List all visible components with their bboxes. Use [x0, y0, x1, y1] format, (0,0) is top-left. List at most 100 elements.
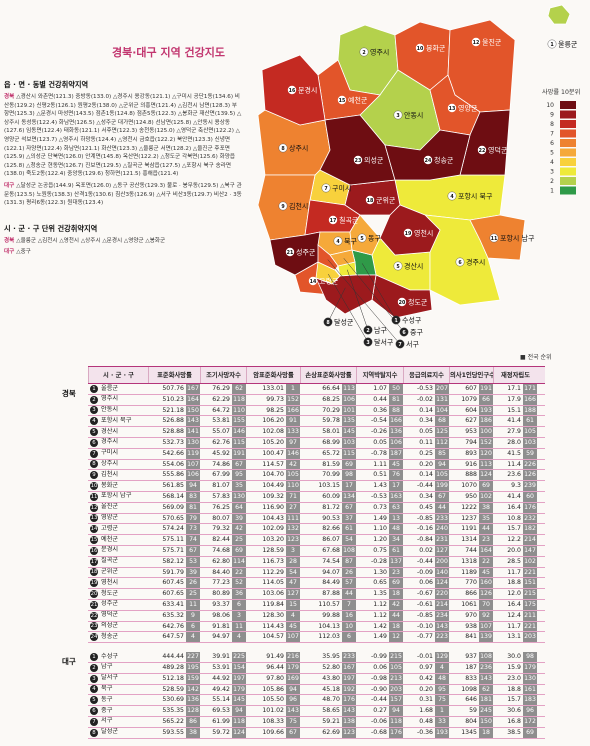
- rank-cell: 17: [389, 481, 403, 491]
- value-cell: 18.8: [507, 685, 521, 693]
- region-number: 1: [394, 318, 397, 324]
- region-name: 의성군: [364, 156, 384, 165]
- section-paragraph: 경북 △경산시 와촌면(121.3) 중방동(133.0) △경주시 용강동(12…: [4, 93, 242, 179]
- name-cell: 5 경산시: [88, 427, 148, 437]
- value-cell: 0.34: [419, 492, 433, 500]
- rank-cell: 200: [435, 556, 449, 567]
- rank-cell: 115: [342, 448, 356, 459]
- value-cell: 770: [465, 579, 477, 587]
- rank-cell: 4: [232, 632, 246, 643]
- value-cell: 1079: [461, 395, 477, 403]
- name-cell: 12 울진군: [88, 503, 148, 513]
- row-number: 24: [90, 633, 98, 642]
- value-cell: 76.29: [212, 385, 230, 392]
- value-cell: 97.80: [266, 674, 284, 682]
- value-cell: 1.10: [373, 525, 387, 533]
- rank-cell: 167: [342, 662, 356, 673]
- rank-cell: 64: [232, 502, 246, 513]
- value-cell: 937: [465, 653, 477, 661]
- rank-cell: 124: [435, 578, 449, 589]
- value-cell: -0.98: [370, 674, 387, 682]
- rank-cell: 22: [479, 556, 493, 567]
- region-number: 6: [402, 330, 406, 336]
- rank-cell: 245: [479, 706, 493, 716]
- region-number: 11: [491, 236, 498, 242]
- rank-cell: 71: [286, 491, 300, 502]
- value-cell: 74.86: [212, 460, 230, 468]
- rank-cell: 220: [435, 589, 449, 599]
- value-cell: 1.30: [373, 568, 387, 576]
- row-number: 5: [90, 428, 98, 437]
- rank-cell: 131: [435, 394, 449, 405]
- rank-cell: 139: [479, 632, 493, 643]
- value-cell: 569.09: [162, 503, 184, 511]
- value-cell: 15.1: [507, 406, 521, 414]
- leader-line: [327, 273, 369, 343]
- legend-label: 6: [550, 140, 554, 147]
- value-cell: 0.14: [419, 406, 433, 414]
- region-badge: [399, 327, 409, 337]
- row-number: 17: [90, 557, 98, 566]
- value-cell: -0.26: [370, 428, 387, 436]
- value-cell: 0.42: [419, 674, 433, 682]
- legend-title: 사망률 10분위: [542, 88, 580, 96]
- legend-swatch: [560, 101, 576, 109]
- name-cell: 4 북구: [88, 685, 148, 695]
- rank-cell: 6: [186, 621, 200, 632]
- rank-cell: 22: [232, 567, 246, 578]
- name-cell: 9 김천시: [88, 470, 148, 480]
- row-number: 19: [90, 579, 98, 588]
- rank-cell: 79: [186, 513, 200, 524]
- value-cell: 521.18: [162, 406, 184, 414]
- table-row: 4 북구 528.59 142 49.42 179 105.86 94 45.18 192 -0.9…: [88, 684, 545, 696]
- header-cell: 지역박탈지수: [356, 367, 403, 383]
- rank-cell: 128: [186, 706, 200, 716]
- value-cell: 105.86: [262, 685, 284, 693]
- value-cell: 82.66: [322, 525, 340, 533]
- region-tag: 대구: [4, 249, 15, 256]
- row-number: 2: [90, 663, 98, 672]
- region-number: 23: [355, 158, 362, 164]
- region-number: 14: [310, 279, 317, 285]
- value-cell: 18.8: [507, 579, 521, 587]
- header-cell: 표준화사망률: [148, 367, 200, 383]
- value-cell: 0.44: [373, 395, 387, 403]
- rank-cell: 179: [286, 662, 300, 673]
- name-cell: 6 경주시: [88, 438, 148, 448]
- region-name: 포항시 남구: [500, 234, 535, 243]
- value-cell: 568.14: [162, 492, 184, 500]
- row-number: 4: [90, 685, 98, 694]
- table-note: ■ 전국 순위: [520, 354, 552, 361]
- value-cell: 15.9: [507, 663, 521, 671]
- table-row: 11 포항시 남구 568.14 83 57.83 130 109.32 71 60.09 134…: [88, 491, 545, 503]
- value-cell: 893: [465, 449, 477, 457]
- rank-cell: 36: [232, 589, 246, 599]
- rank-cell: 105: [389, 662, 403, 673]
- value-cell: 94.97: [212, 633, 230, 641]
- region-name: 봉화군: [426, 45, 446, 53]
- value-cell: 0.05: [419, 428, 433, 436]
- region-badge: [323, 317, 333, 327]
- value-cell: 526.88: [162, 417, 184, 425]
- rank-cell: 135: [342, 416, 356, 427]
- legend-label: 9: [550, 112, 554, 119]
- header-cell: 의사1인당인구수: [449, 367, 493, 383]
- table-row: 7 서구 565.22 86 61.99 118 108.33 75 59.21 138 -0.06…: [88, 716, 545, 728]
- rank-cell: 118: [232, 394, 246, 405]
- table-row: 1 울릉군 507.76 167 76.29 62 133.01 1 66.64 113 1.07 5…: [88, 384, 545, 395]
- region-name: 예천군: [348, 96, 368, 105]
- value-cell: 45.92: [212, 449, 230, 457]
- value-cell: 507.76: [162, 385, 184, 392]
- rank-cell: 9: [186, 610, 200, 621]
- region-name: 경주시: [466, 258, 485, 267]
- rank-cell: 136: [186, 695, 200, 706]
- region-badge: [287, 85, 297, 95]
- region-badge: [447, 103, 457, 113]
- value-cell: 110.57: [318, 600, 340, 608]
- rank-cell: 108: [342, 545, 356, 556]
- value-cell: 1189: [461, 568, 477, 576]
- region-number: 19: [405, 231, 412, 237]
- value-cell: 187: [465, 663, 477, 671]
- rank-cell: 111: [286, 513, 300, 524]
- rank-cell: 102: [523, 556, 537, 567]
